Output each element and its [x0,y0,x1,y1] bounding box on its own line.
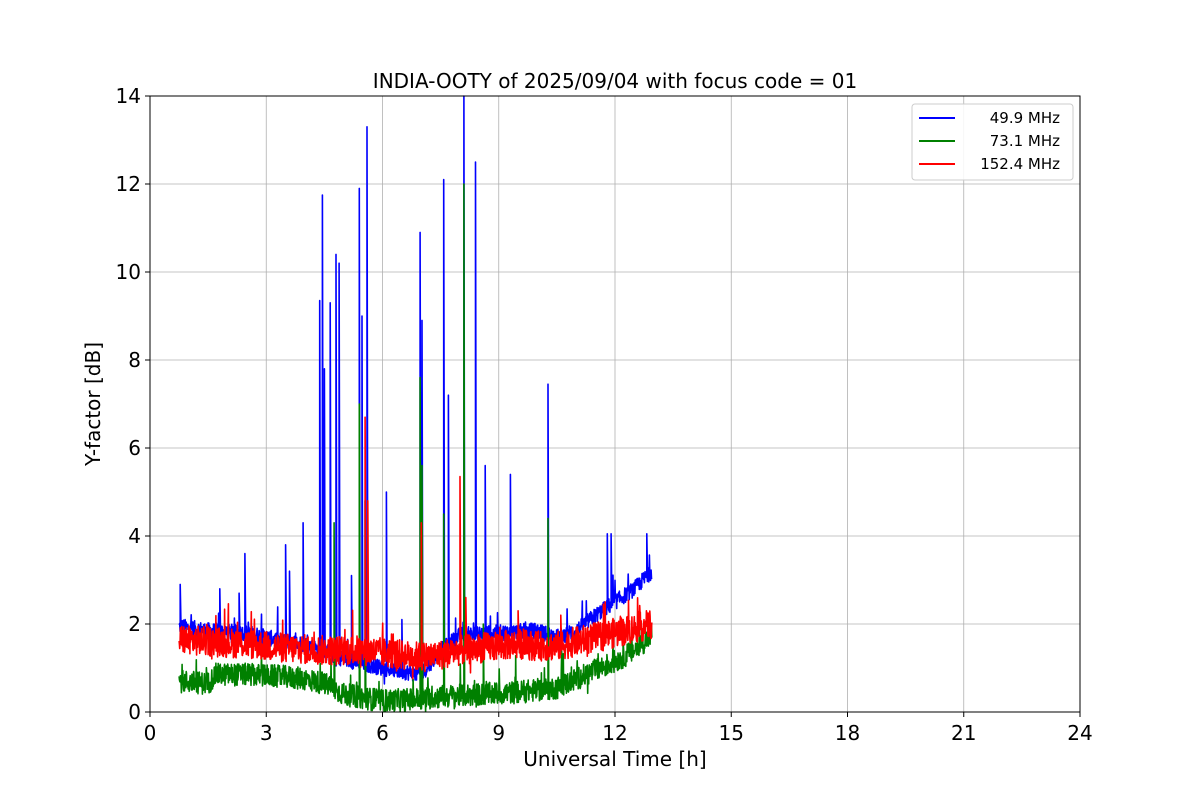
series-line-1 [178,183,653,712]
y-tick-label: 6 [128,436,141,460]
legend-label: 73.1 MHz [990,132,1060,150]
legend-box [911,103,1074,181]
y-tick-label: 10 [116,260,141,284]
legend-label: 152.4 MHz [980,155,1060,173]
legend: 49.9 MHz 73.1 MHz 152.4 MHz [911,103,1074,181]
y-tick-label: 2 [128,612,141,636]
y-tick-label: 0 [128,700,141,724]
plot-series [178,95,653,712]
x-tick-label: 15 [719,721,744,745]
y-tick-label: 14 [116,84,141,108]
x-tick-label: 12 [602,721,627,745]
grid [150,96,1080,712]
x-tick-label: 6 [376,721,389,745]
x-tick-label: 0 [144,721,157,745]
chart-title: INDIA-OOTY of 2025/09/04 with focus code… [373,69,857,93]
x-axis-label: Universal Time [h] [523,747,706,771]
y-axis-label: Y-factor [dB] [81,342,105,467]
y-tick-label: 8 [128,348,141,372]
x-tick-label: 24 [1067,721,1092,745]
series-line-2 [178,416,653,680]
legend-label: 49.9 MHz [990,109,1060,127]
x-tick-label: 9 [492,721,505,745]
x-tick-label: 18 [835,721,860,745]
x-tick-label: 21 [951,721,976,745]
y-tick-label: 12 [116,172,141,196]
x-tick-label: 3 [260,721,273,745]
y-tick-label: 4 [128,524,141,548]
